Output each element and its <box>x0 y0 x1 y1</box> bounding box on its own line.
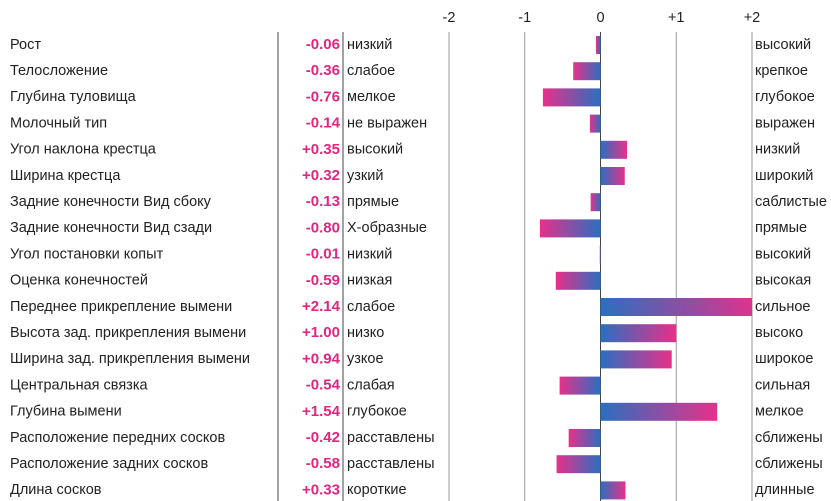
left-label: расставлены <box>347 456 435 472</box>
row-label: Угол постановки копыт <box>10 246 164 262</box>
bar <box>600 481 626 500</box>
bar <box>599 245 601 264</box>
row-label: Телосложение <box>10 63 108 79</box>
bar <box>573 62 601 81</box>
bar <box>600 140 628 159</box>
right-label: высоко <box>755 325 803 341</box>
row-label: Глубина туловища <box>10 89 137 105</box>
row-label: Угол наклона крестца <box>10 142 157 158</box>
value-label: -0.58 <box>306 455 340 472</box>
value-label: -0.59 <box>306 272 340 289</box>
left-label: низкий <box>347 37 392 53</box>
value-label: +0.94 <box>302 350 341 367</box>
left-label: мелкое <box>347 89 396 105</box>
right-label: широкий <box>755 168 813 184</box>
row-label: Задние конечности Вид сбоку <box>10 194 212 210</box>
bar <box>568 429 601 447</box>
right-label: низкий <box>755 142 800 158</box>
row-label: Центральная связка <box>10 377 148 393</box>
plot-area <box>539 36 752 500</box>
bar <box>539 219 601 238</box>
left-label: Х-образные <box>347 220 427 236</box>
left-label: глубокое <box>347 404 407 420</box>
row-label: Ширина зад. прикрепления вымени <box>10 351 250 367</box>
row-label: Оценка конечностей <box>10 273 148 289</box>
bar <box>600 324 677 343</box>
value-label: -0.54 <box>306 377 341 394</box>
row-label: Глубина вымени <box>10 404 122 420</box>
right-label: сильное <box>755 299 811 315</box>
row-label: Расположение задних сосков <box>10 456 208 472</box>
left-label: высокий <box>347 142 403 158</box>
value-label: -0.06 <box>306 36 340 53</box>
bar <box>542 88 601 107</box>
left-label: низкая <box>347 273 392 289</box>
right-label: высокий <box>755 246 811 262</box>
bar <box>590 193 601 212</box>
value-label: +0.33 <box>302 481 340 498</box>
row-label: Длина сосков <box>10 482 102 498</box>
right-label: прямые <box>755 220 807 236</box>
bar <box>600 350 672 369</box>
left-label: узкий <box>347 168 383 184</box>
bar <box>559 376 601 395</box>
left-label: слабое <box>347 299 395 315</box>
bar <box>600 167 625 185</box>
row-label: Высота зад. прикрепления вымени <box>10 325 246 341</box>
value-label: -0.42 <box>306 429 340 446</box>
value-label: -0.36 <box>306 62 340 79</box>
row-label: Задние конечности Вид сзади <box>10 220 212 236</box>
value-label: +1.54 <box>302 403 341 420</box>
value-label: +0.32 <box>302 167 340 184</box>
right-label: сильная <box>755 377 810 393</box>
right-label: выражен <box>755 115 815 131</box>
value-label: -0.01 <box>306 246 340 263</box>
value-label: +2.14 <box>302 298 341 315</box>
row-label: Расположение передних сосков <box>10 430 225 446</box>
row-label: Переднее прикрепление вымени <box>10 299 232 315</box>
left-label: низкий <box>347 246 392 262</box>
x-tick-label: -2 <box>443 10 456 26</box>
value-label: -0.14 <box>306 115 341 132</box>
row-label: Ширина крестца <box>10 168 121 184</box>
x-tick-label: +2 <box>744 10 761 26</box>
left-label: узкое <box>347 351 384 367</box>
right-label: глубокое <box>755 89 815 105</box>
left-label: низко <box>347 325 384 341</box>
value-label: -0.76 <box>306 88 340 105</box>
right-label: саблистые <box>755 194 827 210</box>
value-label: +0.35 <box>302 141 340 158</box>
bar <box>556 455 601 474</box>
bar <box>589 114 601 133</box>
x-tick-label: +1 <box>668 10 685 26</box>
left-label: прямые <box>347 194 399 210</box>
value-label: -0.80 <box>306 219 340 236</box>
value-label: +1.00 <box>302 324 340 341</box>
row-label: Молочный тип <box>10 115 107 131</box>
right-label: сближены <box>755 456 823 472</box>
right-label: высокий <box>755 37 811 53</box>
right-label: сближены <box>755 430 823 446</box>
right-label: длинные <box>755 482 815 498</box>
x-tick-label: -1 <box>518 10 531 26</box>
right-label: мелкое <box>755 404 804 420</box>
bar <box>600 298 752 316</box>
left-label: не выражен <box>347 115 427 131</box>
value-label: -0.13 <box>306 193 340 210</box>
bar <box>595 36 601 54</box>
left-label: расставлены <box>347 430 435 446</box>
left-label: слабое <box>347 63 395 79</box>
bar <box>555 271 601 290</box>
x-tick-label: 0 <box>596 10 604 26</box>
right-label: крепкое <box>755 63 808 79</box>
right-label: высокая <box>755 273 811 289</box>
left-label: слабая <box>347 377 395 393</box>
row-label: Рост <box>10 37 41 53</box>
right-label: широкое <box>755 351 814 367</box>
left-label: короткие <box>347 482 407 498</box>
bar <box>600 402 718 421</box>
